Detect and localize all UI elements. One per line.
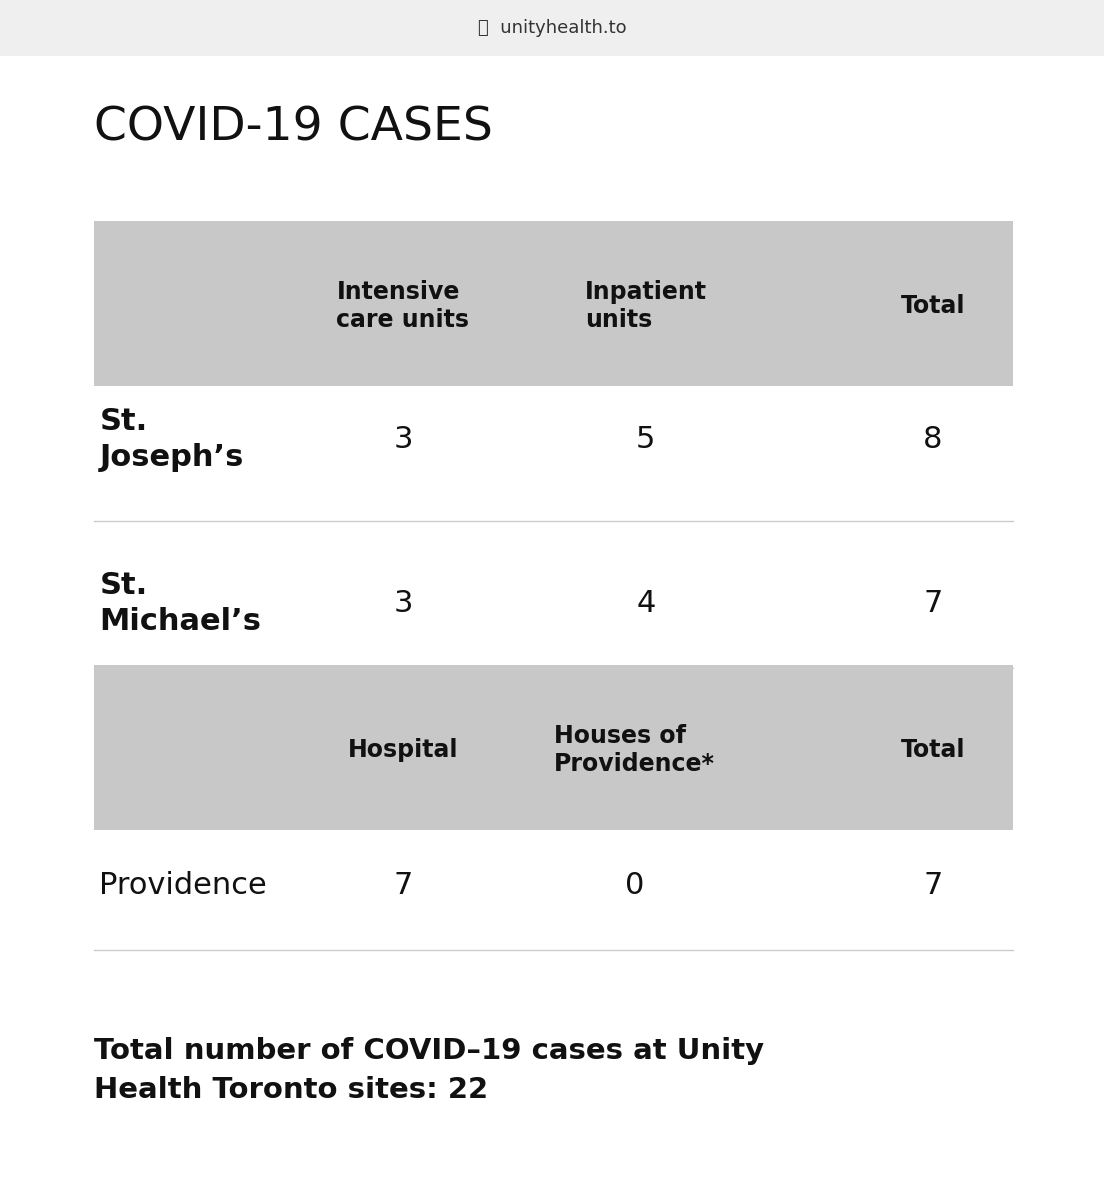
FancyBboxPatch shape — [0, 56, 1104, 1200]
Text: 0: 0 — [625, 871, 645, 900]
Text: Total: Total — [901, 738, 965, 762]
Text: 7: 7 — [923, 871, 943, 900]
Text: Total: Total — [901, 294, 965, 318]
Text: Inpatient
units: Inpatient units — [585, 280, 707, 332]
Text: COVID-19 CASES: COVID-19 CASES — [94, 106, 492, 151]
Text: Total number of COVID–19 cases at Unity
Health Toronto sites: 22: Total number of COVID–19 cases at Unity … — [94, 1037, 764, 1104]
Text: 4: 4 — [636, 589, 656, 618]
Text: 3: 3 — [393, 589, 413, 618]
Text: Hospital: Hospital — [348, 738, 458, 762]
Text: 3: 3 — [393, 425, 413, 454]
Text: 7: 7 — [393, 871, 413, 900]
FancyBboxPatch shape — [94, 221, 1013, 386]
Text: 5: 5 — [636, 425, 656, 454]
Text: 8: 8 — [923, 425, 943, 454]
FancyBboxPatch shape — [0, 0, 1104, 56]
FancyBboxPatch shape — [94, 665, 1013, 830]
Text: Providence: Providence — [99, 871, 267, 900]
Text: St.
Michael’s: St. Michael’s — [99, 571, 262, 636]
Text: 7: 7 — [923, 589, 943, 618]
Text: 🔒  unityhealth.to: 🔒 unityhealth.to — [478, 19, 626, 37]
Text: Houses of
Providence*: Houses of Providence* — [554, 724, 715, 776]
Text: Intensive
care units: Intensive care units — [337, 280, 469, 332]
Text: St.
Joseph’s: St. Joseph’s — [99, 407, 244, 472]
